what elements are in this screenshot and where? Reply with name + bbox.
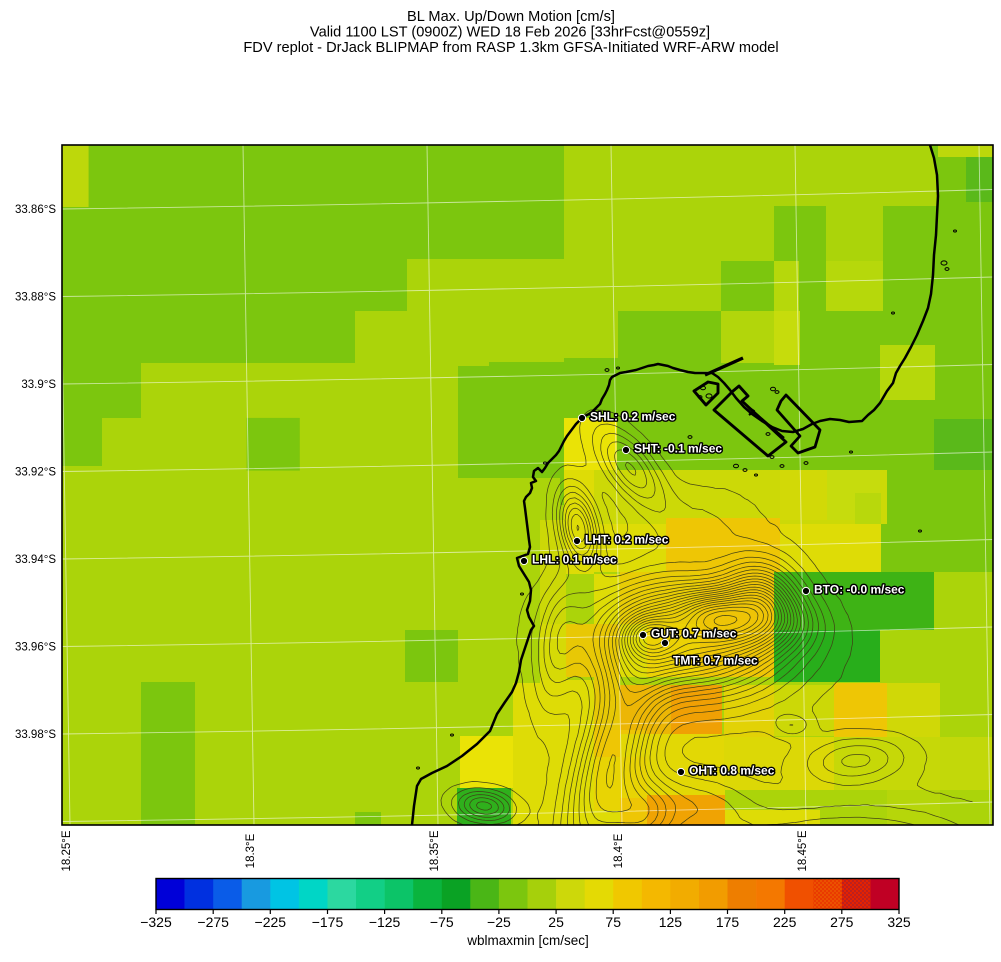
svg-text:wblmaxmin [cm/sec]: wblmaxmin [cm/sec] [466,933,589,948]
svg-text:−325: −325 [140,914,172,930]
svg-text:25: 25 [548,914,564,930]
svg-text:75: 75 [605,914,621,930]
svg-text:33.88°S: 33.88°S [15,292,56,304]
svg-text:SHL: 0.2 m/sec: SHL: 0.2 m/sec [590,410,676,424]
svg-text:GUT: 0.7 m/sec: GUT: 0.7 m/sec [651,627,737,641]
svg-text:18.35°E: 18.35°E [429,830,441,871]
svg-text:18.4°E: 18.4°E [613,833,625,868]
svg-text:TMT: 0.7 m/sec: TMT: 0.7 m/sec [673,654,758,668]
svg-text:225: 225 [773,914,797,930]
svg-text:−225: −225 [255,914,287,930]
svg-text:Valid 1100 LST (0900Z) WED 18: Valid 1100 LST (0900Z) WED 18 Feb 2026 [… [310,25,710,41]
svg-text:−25: −25 [487,914,511,930]
svg-text:LHT: 0.2 m/sec: LHT: 0.2 m/sec [585,533,669,547]
svg-text:175: 175 [716,914,740,930]
svg-text:275: 275 [830,914,854,930]
svg-text:33.96°S: 33.96°S [15,642,56,654]
svg-text:125: 125 [659,914,683,930]
svg-text:−275: −275 [197,914,229,930]
svg-text:18.3°E: 18.3°E [245,833,257,868]
svg-text:18.45°E: 18.45°E [797,830,809,871]
svg-text:33.92°S: 33.92°S [15,467,56,479]
svg-text:18.25°E: 18.25°E [61,830,73,871]
svg-text:325: 325 [887,914,911,930]
svg-text:OHT: 0.8 m/sec: OHT: 0.8 m/sec [689,764,775,778]
svg-text:33.98°S: 33.98°S [15,729,56,741]
svg-text:−125: −125 [369,914,401,930]
svg-text:−175: −175 [312,914,344,930]
svg-text:33.9°S: 33.9°S [21,379,56,391]
svg-text:BL Max. Up/Down Motion [cm/s]: BL Max. Up/Down Motion [cm/s] [407,9,615,25]
svg-text:SHT: -0.1 m/sec: SHT: -0.1 m/sec [634,442,722,456]
svg-text:FDV replot - DrJack BLIPMAP fr: FDV replot - DrJack BLIPMAP from RASP 1.… [243,40,778,56]
svg-text:33.86°S: 33.86°S [15,204,56,216]
svg-text:LHL: 0.1 m/sec: LHL: 0.1 m/sec [532,553,617,567]
svg-text:33.94°S: 33.94°S [15,554,56,566]
svg-text:BTO: -0.0 m/sec: BTO: -0.0 m/sec [814,583,905,597]
svg-text:−75: −75 [430,914,454,930]
